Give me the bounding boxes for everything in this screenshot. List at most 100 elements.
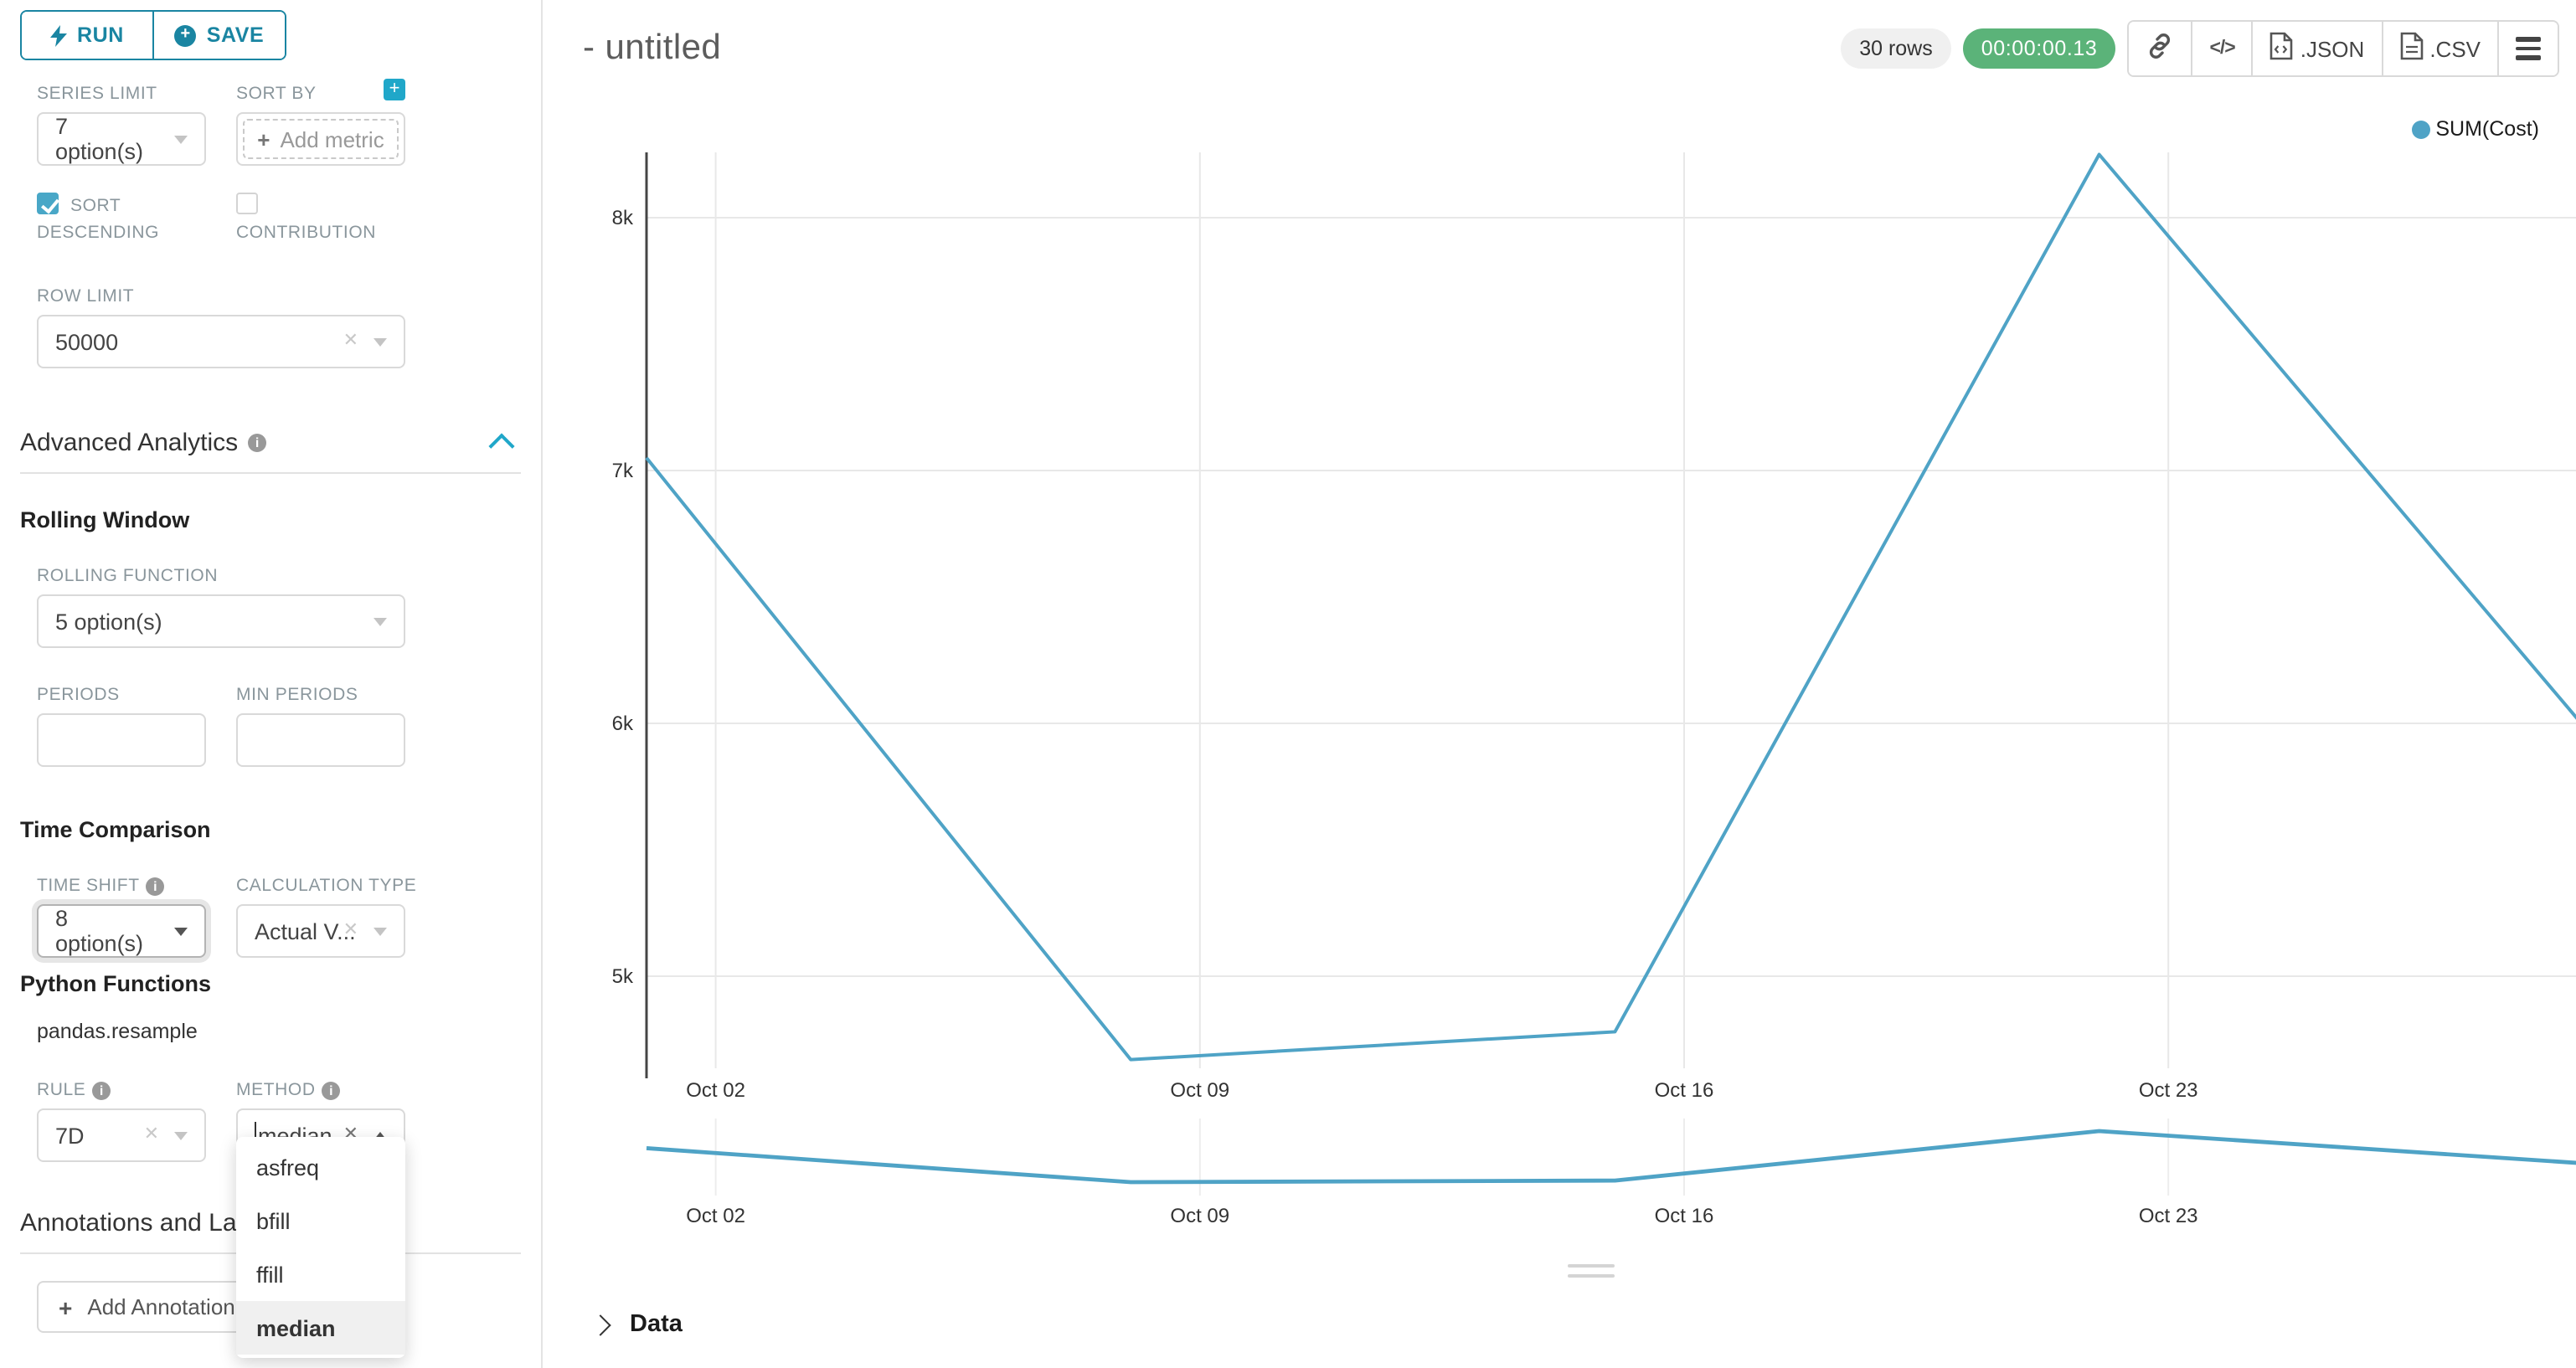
file-code-icon <box>2270 32 2294 65</box>
rolling-function-select[interactable]: 5 option(s) <box>37 594 405 648</box>
min-periods-label: MIN PERIODS <box>236 685 358 705</box>
method-dropdown-menu: asfreq bfill ffill median <box>236 1137 405 1358</box>
chevron-down-icon <box>374 928 387 936</box>
rule-select[interactable]: 7D ✕ <box>37 1108 206 1162</box>
x-axis-tick: Oct 02 <box>686 1078 745 1102</box>
clear-icon[interactable]: ✕ <box>343 920 358 940</box>
copy-link-button[interactable] <box>2129 22 2193 75</box>
chart-canvas <box>645 152 2576 1196</box>
sort-by-label: SORT BY <box>236 84 317 104</box>
run-save-button-group: RUN + SAVE <box>20 10 286 60</box>
run-button-label: RUN <box>77 23 124 47</box>
x-axis-tick: Oct 09 <box>1170 1078 1230 1102</box>
rolling-function-value: 5 option(s) <box>55 609 162 634</box>
chevron-up-icon <box>374 1132 387 1140</box>
periods-label: PERIODS <box>37 685 120 705</box>
advanced-analytics-header[interactable]: Advanced Analytics i <box>20 429 521 460</box>
rolling-window-title: Rolling Window <box>20 507 190 532</box>
panel-resize-handle[interactable] <box>1568 1264 1615 1284</box>
chart-title[interactable]: - untitled <box>583 28 722 67</box>
export-csv-button[interactable]: .CSV <box>2383 22 2499 75</box>
method-label: METHOD i <box>236 1080 405 1100</box>
y-axis-tick: 7k <box>611 459 633 482</box>
pandas-resample-label: pandas.resample <box>37 1020 198 1043</box>
add-metric-label: Add metric <box>280 126 384 152</box>
contribution-checkbox[interactable] <box>236 193 258 214</box>
x-axis-tick: Oct 16 <box>1654 1078 1714 1102</box>
add-metric-button[interactable]: + Add metric <box>243 119 399 159</box>
data-panel-header[interactable]: Data <box>590 1311 683 1338</box>
chart-menu-button[interactable] <box>2499 22 2558 75</box>
chevron-right-icon <box>590 1314 611 1335</box>
legend-dot-icon <box>2412 120 2431 138</box>
method-option-bfill[interactable]: bfill <box>256 1208 291 1233</box>
calculation-type-label: CALCULATION TYPE <box>236 876 417 896</box>
chevron-down-icon <box>374 618 387 626</box>
time-shift-value: 8 option(s) <box>55 906 144 956</box>
sort-by-control: + Add metric <box>236 112 405 166</box>
chart-legend[interactable]: SUM(Cost) <box>2412 117 2539 141</box>
series-limit-value: 7 option(s) <box>55 114 144 164</box>
divider <box>20 472 521 474</box>
info-icon: i <box>146 877 165 895</box>
embed-code-button[interactable]: </> <box>2192 22 2254 75</box>
hamburger-menu-icon <box>2516 37 2541 60</box>
chevron-down-icon <box>174 136 188 144</box>
rule-label: RULE i <box>37 1080 206 1100</box>
method-option-ffill[interactable]: ffill <box>256 1262 284 1287</box>
contribution-label: CONTRIBUTION <box>236 223 377 243</box>
legend-series-label: SUM(Cost) <box>2435 117 2539 141</box>
line-chart[interactable]: 8k 7k 6k 5k Oct 02 Oct 09 Oct 16 Oct 23 Oct 02 Oc… <box>543 0 2576 1368</box>
query-timer-badge: 00:00:00.13 <box>1962 28 2116 69</box>
json-button-label: .JSON <box>2300 36 2365 61</box>
minimap-x-axis-tick: Oct 02 <box>686 1204 745 1227</box>
code-icon: </> <box>2209 39 2235 59</box>
method-option-asfreq[interactable]: asfreq <box>256 1155 320 1180</box>
plus-icon: + <box>257 126 270 152</box>
run-button[interactable]: RUN <box>22 12 154 59</box>
chart-panel: - untitled 30 rows 00:00:00.13 </ <box>543 0 2576 1368</box>
sort-descending-control: SORT DESCENDING <box>37 193 206 246</box>
export-button-group: </> .JSON <box>2127 20 2559 77</box>
clear-icon[interactable]: ✕ <box>343 331 358 351</box>
minimap-x-axis-tick: Oct 09 <box>1170 1204 1230 1227</box>
plus-icon: + <box>59 1293 73 1320</box>
min-periods-input[interactable] <box>236 713 405 767</box>
save-button[interactable]: + SAVE <box>154 12 285 59</box>
info-icon: i <box>322 1081 341 1099</box>
add-sort-by-button[interactable]: + <box>384 79 405 100</box>
y-axis-tick: 5k <box>611 964 633 988</box>
text-cursor <box>255 1122 256 1149</box>
sort-descending-checkbox[interactable] <box>37 193 59 214</box>
row-limit-label: ROW LIMIT <box>37 286 135 306</box>
chevron-down-icon <box>174 1132 188 1140</box>
x-axis-tick: Oct 23 <box>2138 1078 2198 1102</box>
minimap-x-axis-tick: Oct 23 <box>2138 1204 2198 1227</box>
python-functions-title: Python Functions <box>20 971 211 996</box>
row-limit-select[interactable]: 50000 ✕ <box>37 315 405 368</box>
method-option-median[interactable]: median <box>236 1301 405 1355</box>
sort-descending-label: SORT DESCENDING <box>37 196 160 243</box>
info-icon: i <box>92 1081 111 1099</box>
file-text-icon <box>2399 32 2423 65</box>
clear-icon[interactable]: ✕ <box>143 1124 159 1144</box>
calculation-type-value: Actual V... <box>255 918 356 944</box>
circle-plus-icon: + <box>174 24 197 46</box>
time-shift-label: TIME SHIFT i <box>37 876 206 896</box>
calculation-type-select[interactable]: Actual V... ✕ <box>236 904 405 958</box>
control-panel: RUN + SAVE SERIES LIMIT 7 option(s) SORT… <box>0 0 543 1368</box>
minimap-x-axis-tick: Oct 16 <box>1654 1204 1714 1227</box>
export-json-button[interactable]: .JSON <box>2253 22 2383 75</box>
advanced-analytics-title: Advanced Analytics <box>20 429 239 457</box>
csv-button-label: .CSV <box>2429 36 2481 61</box>
contribution-control: CONTRIBUTION <box>236 193 405 246</box>
row-limit-value: 50000 <box>55 329 119 354</box>
series-limit-label: SERIES LIMIT <box>37 84 157 104</box>
time-shift-select[interactable]: 8 option(s) <box>37 904 206 958</box>
y-axis-tick: 8k <box>611 206 633 229</box>
series-limit-select[interactable]: 7 option(s) <box>37 112 206 166</box>
rolling-function-label: ROLLING FUNCTION <box>37 566 219 586</box>
periods-input[interactable] <box>37 713 206 767</box>
chevron-up-icon[interactable] <box>488 433 515 460</box>
time-comparison-title: Time Comparison <box>20 817 211 842</box>
